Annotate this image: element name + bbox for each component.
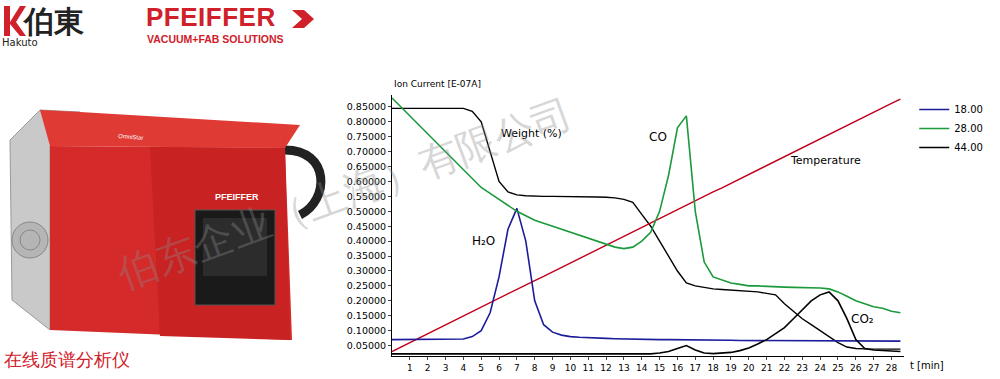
svg-text:5: 5 — [478, 363, 484, 373]
svg-text:26: 26 — [850, 363, 862, 373]
svg-text:28.00: 28.00 — [954, 123, 983, 134]
svg-text:H₂O: H₂O — [472, 234, 495, 248]
svg-text:0.40000: 0.40000 — [347, 235, 386, 246]
svg-text:9: 9 — [550, 363, 556, 373]
svg-text:6: 6 — [496, 363, 502, 373]
svg-text:24: 24 — [814, 363, 826, 373]
svg-text:14: 14 — [636, 363, 648, 373]
svg-text:0.05000: 0.05000 — [347, 340, 386, 351]
svg-text:3: 3 — [443, 363, 449, 373]
svg-text:25: 25 — [832, 363, 843, 373]
svg-text:7: 7 — [514, 363, 520, 373]
svg-text:0.70000: 0.70000 — [347, 146, 386, 157]
svg-text:11: 11 — [583, 363, 594, 373]
svg-text:0.75000: 0.75000 — [347, 131, 386, 142]
svg-text:Temperature: Temperature — [790, 154, 861, 167]
svg-text:16: 16 — [672, 363, 684, 373]
svg-text:8: 8 — [532, 363, 538, 373]
svg-text:10: 10 — [565, 363, 577, 373]
svg-text:18: 18 — [707, 363, 719, 373]
svg-text:18.00: 18.00 — [954, 104, 983, 115]
svg-text:27: 27 — [868, 363, 879, 373]
svg-text:0.65000: 0.65000 — [347, 161, 386, 172]
svg-text:4: 4 — [460, 363, 466, 373]
svg-text:OmniStar: OmniStar — [118, 133, 144, 141]
svg-text:PFEIFFER: PFEIFFER — [215, 192, 259, 202]
svg-text:CO₂: CO₂ — [851, 312, 874, 326]
svg-text:CO: CO — [649, 130, 667, 144]
svg-text:19: 19 — [725, 363, 737, 373]
svg-text:22: 22 — [779, 363, 790, 373]
svg-text:0.80000: 0.80000 — [347, 116, 386, 127]
svg-text:28: 28 — [886, 363, 898, 373]
svg-text:23: 23 — [797, 363, 808, 373]
svg-text:17: 17 — [690, 363, 701, 373]
svg-text:1: 1 — [407, 363, 413, 373]
svg-text:0.30000: 0.30000 — [347, 265, 386, 276]
svg-text:44.00: 44.00 — [954, 142, 983, 153]
svg-text:2: 2 — [425, 363, 431, 373]
svg-text:0.55000: 0.55000 — [347, 191, 386, 202]
svg-text:0.10000: 0.10000 — [347, 325, 386, 336]
svg-text:Ion Current [E-07A]: Ion Current [E-07A] — [394, 79, 481, 89]
svg-text:20: 20 — [743, 363, 755, 373]
svg-text:13: 13 — [618, 363, 629, 373]
svg-text:0.50000: 0.50000 — [347, 206, 386, 217]
svg-text:12: 12 — [600, 363, 611, 373]
svg-text:15: 15 — [654, 363, 665, 373]
svg-text:0.85000: 0.85000 — [347, 101, 386, 112]
svg-text:21: 21 — [761, 363, 772, 373]
svg-text:0.45000: 0.45000 — [347, 221, 386, 232]
svg-text:0.25000: 0.25000 — [347, 280, 386, 291]
svg-text:0.20000: 0.20000 — [347, 295, 386, 306]
svg-text:0.60000: 0.60000 — [347, 176, 386, 187]
svg-text:0.35000: 0.35000 — [347, 250, 386, 261]
svg-text:t [min]: t [min] — [910, 360, 944, 371]
svg-text:0.15000: 0.15000 — [347, 310, 386, 321]
svg-text:Weight (%): Weight (%) — [501, 127, 562, 140]
